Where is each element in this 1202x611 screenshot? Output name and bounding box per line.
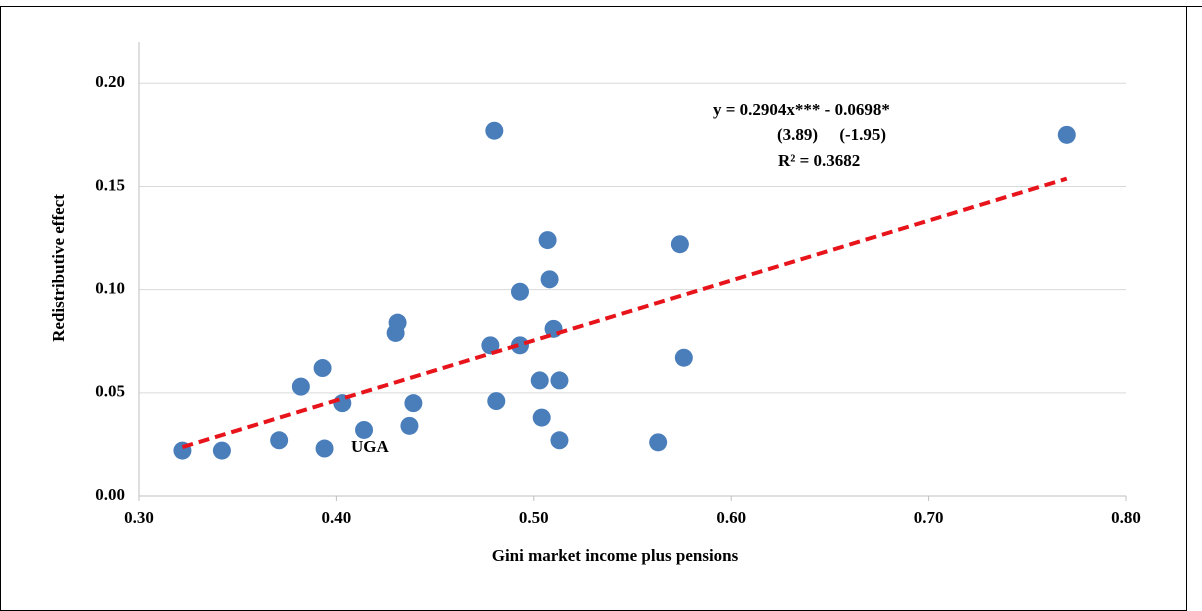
point — [355, 420, 374, 439]
point — [315, 439, 334, 458]
x-axis-label: Gini market income plus pensions — [492, 546, 739, 565]
point — [313, 359, 332, 378]
x-tick-label: 0.40 — [322, 508, 352, 527]
annotation: y = 0.2904x*** - 0.0698* — [713, 100, 890, 119]
point — [550, 431, 569, 450]
annotation: UGA — [351, 437, 390, 456]
point — [485, 121, 504, 140]
x-tick-label: 0.60 — [716, 508, 746, 527]
point — [388, 313, 407, 332]
y-tick-label: 0.20 — [95, 72, 125, 91]
point — [291, 377, 310, 396]
frame — [0, 6, 1187, 611]
y-tick-label: 0.00 — [95, 485, 125, 504]
annotation: R² = 0.3682 — [778, 151, 860, 170]
point — [481, 336, 500, 355]
point — [400, 416, 419, 435]
point — [550, 371, 569, 390]
y-tick-label: 0.05 — [95, 382, 125, 401]
point — [212, 441, 231, 460]
x-tick-label: 0.70 — [914, 508, 944, 527]
point — [530, 371, 549, 390]
point — [487, 392, 506, 411]
x-tick-label: 0.30 — [124, 508, 154, 527]
point — [270, 431, 289, 450]
point — [674, 348, 693, 367]
point — [1057, 125, 1076, 144]
point — [670, 235, 689, 254]
point — [540, 270, 559, 289]
annotation: (3.89) (-1.95) — [777, 125, 886, 144]
trendline — [181, 176, 1068, 450]
point — [510, 336, 529, 355]
y-tick-label: 0.10 — [95, 279, 125, 298]
x-tick-label: 0.80 — [1111, 508, 1141, 527]
y-axis-label: Redistributive effect — [49, 194, 68, 342]
point — [404, 394, 423, 413]
y-tick-label: 0.15 — [95, 175, 125, 194]
point — [532, 408, 551, 427]
x-tick-label: 0.50 — [519, 508, 549, 527]
point — [538, 231, 557, 250]
point — [510, 282, 529, 301]
point — [649, 433, 668, 452]
